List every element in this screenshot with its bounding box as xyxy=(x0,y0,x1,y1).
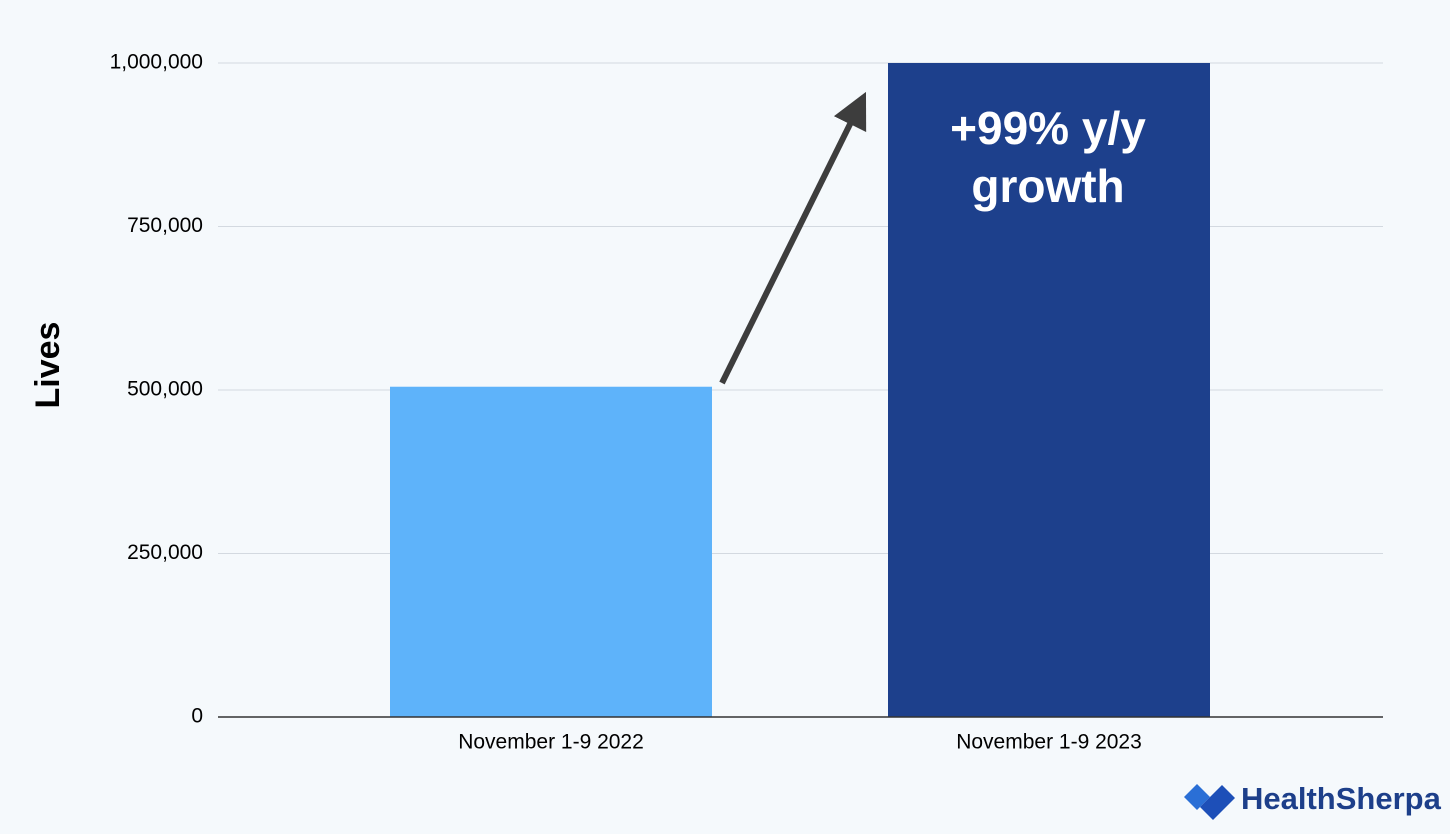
growth-arrow xyxy=(719,91,867,385)
bar xyxy=(888,63,1210,717)
y-tick-label: 500,000 xyxy=(127,378,203,401)
x-tick-label: November 1-9 2023 xyxy=(956,731,1142,754)
y-axis-label: Lives xyxy=(29,322,67,409)
annotation: +99% y/y xyxy=(950,102,1146,154)
y-tick-label: 1,000,000 xyxy=(110,51,203,74)
bar xyxy=(390,386,712,717)
y-tick-label: 250,000 xyxy=(127,541,203,564)
y-tick-label: 0 xyxy=(191,705,203,728)
y-tick-label: 750,000 xyxy=(127,214,203,237)
x-tick-label: November 1-9 2022 xyxy=(458,731,644,754)
brand-name: HealthSherpa xyxy=(1241,781,1442,816)
brand-logo: HealthSherpa xyxy=(1184,781,1442,820)
plot: 0 250,000 500,000 750,000 1,000,000 November … xyxy=(110,51,1383,754)
annotation: growth xyxy=(971,160,1124,212)
